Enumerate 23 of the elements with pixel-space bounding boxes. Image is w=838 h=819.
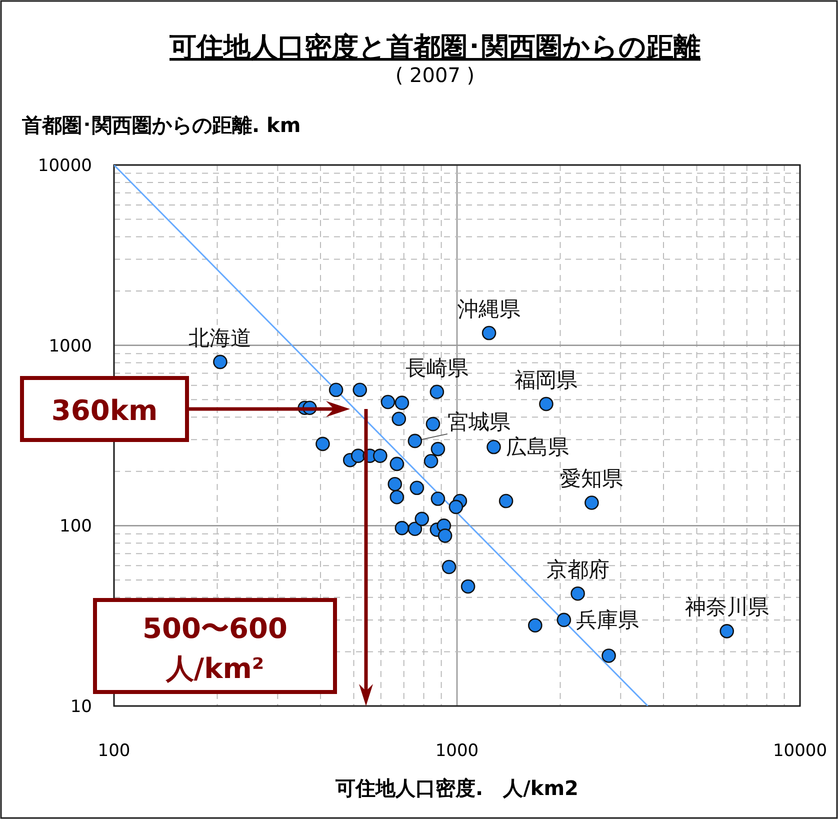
annotation: 京都府 [546,558,610,582]
annotation: 福岡県 [514,368,578,392]
annotation: 広島県 [506,435,569,460]
annotation: 神奈川県 [684,595,769,620]
y-tick-label: 100 [60,516,92,537]
annotation: 北海道 [188,326,252,350]
annotation: 愛知県 [560,466,624,491]
x-tick-label: 10000 [772,741,828,761]
x-axis-title: 可住地人口密度. 人/km2 [334,776,578,800]
x-tick-label: 100 [98,741,130,761]
annotation: 長崎県 [405,356,468,380]
annotation: 500〜600 人/km² [142,612,288,685]
chart-subtitle: ( 2007 ) [395,63,475,87]
annotation: 兵庫県 [576,608,639,632]
y-tick-label: 10000 [38,156,92,176]
y-tick-label: 10 [70,697,92,717]
y-tick-label: 1000 [48,336,92,356]
annotation: 沖縄県 [458,297,521,322]
annotation: 360km [51,394,158,427]
chart-title: 可住地人口密度と首都圏･関西圏からの距離 [168,32,700,63]
x-tick-label: 1000 [435,741,479,761]
annotation: 宮城県 [447,410,510,434]
y-axis-title: 首都圏･関西圏からの距離. km [21,113,301,137]
